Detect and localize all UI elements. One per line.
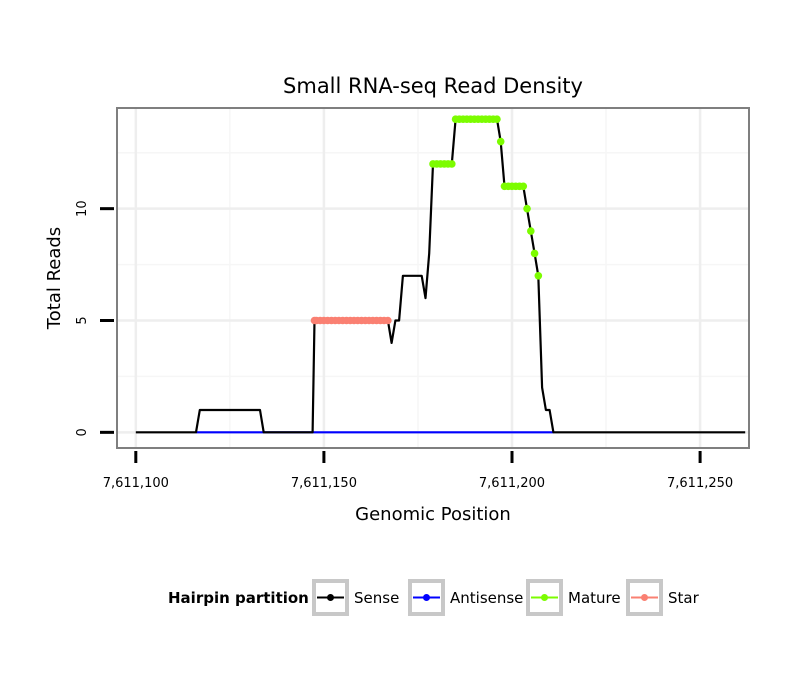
y-axis: 0 5 10 [75,200,114,436]
x-axis: 7,611,100 7,611,150 7,611,200 7,611,250 [103,451,733,491]
y-tick-label: 0 [75,428,90,436]
point-mature [493,115,501,123]
legend-item-antisense: Antisense [408,579,523,616]
legend-key-point [327,594,334,601]
legend-label: Mature [568,589,621,607]
point-mature [496,137,505,146]
legend-key-point [641,594,648,601]
plot-border [116,107,750,449]
legend-label: Star [668,589,700,607]
point-mature [523,204,531,213]
plot-panel [117,108,749,448]
legend-label: Sense [354,589,399,607]
legend-item-mature: Mature [526,579,621,616]
x-tick-label: 7,611,150 [291,476,357,491]
point-mature [519,182,528,191]
point-mature [530,249,539,258]
point-mature [527,227,535,235]
legend-item-star: Star [626,579,700,616]
x-axis-label: Genomic Position [355,504,511,525]
point-star [384,316,392,325]
x-tick-label: 7,611,100 [103,476,169,491]
legend-label: Antisense [450,589,523,607]
y-tick-label: 10 [75,200,90,217]
y-tick-label: 5 [75,316,90,324]
legend: Hairpin partition Sense Antisense Mature St… [168,579,700,616]
chart-title: Small RNA-seq Read Density [283,74,583,98]
x-tick-label: 7,611,250 [667,476,733,491]
point-mature [448,160,456,168]
series-points [310,115,543,325]
y-axis-label: Total Reads [44,227,65,330]
legend-title: Hairpin partition [168,589,309,607]
legend-item-sense: Sense [312,579,399,616]
x-tick-label: 7,611,200 [479,476,545,491]
legend-key-point [423,594,430,601]
point-mature [534,271,543,280]
legend-key-point [541,594,548,601]
